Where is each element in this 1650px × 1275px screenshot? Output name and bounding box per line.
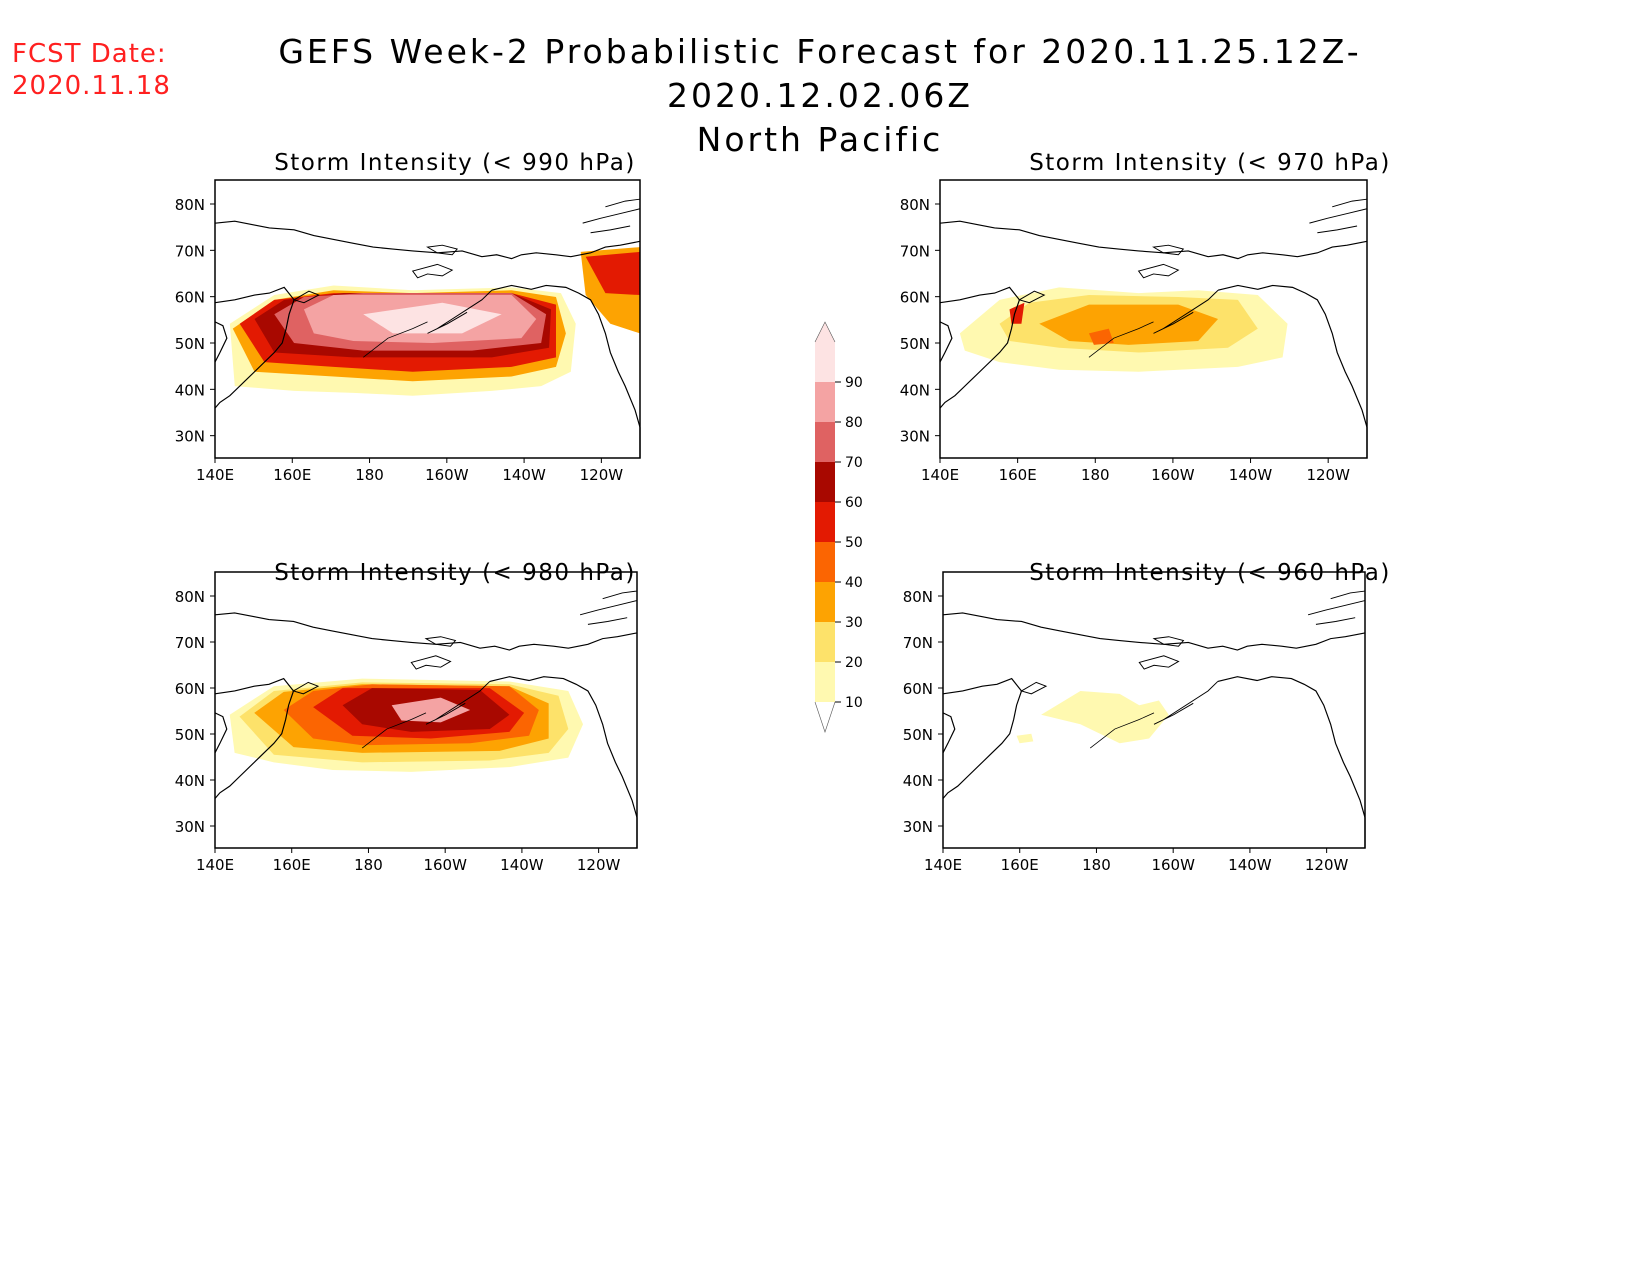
- map-panel-3: 80N 70N 60N 50N 40N 30N 140E 160E 180 160W 140W 120…: [903, 571, 1366, 874]
- lon-tick-label: 180: [354, 856, 383, 874]
- colorbar-label: 60: [845, 495, 863, 511]
- colorbar: 10 20 30 40 50 60 70 80 90: [814, 321, 863, 733]
- lat-tick-label: 40N: [900, 381, 930, 399]
- lat-tick-label: 60N: [175, 289, 205, 307]
- lat-tick-label: 30N: [903, 818, 933, 836]
- lat-tick-label: 40N: [175, 381, 205, 399]
- lat-tick-label: 30N: [175, 428, 205, 446]
- page-title: GEFS Week-2 Probabilistic Forecast for 2…: [150, 30, 1490, 162]
- lon-tick-label: 120W: [1305, 856, 1349, 874]
- map-frame: [942, 571, 1366, 849]
- lat-tick-label: 70N: [903, 634, 933, 652]
- colorbar-label: 80: [845, 415, 863, 431]
- lat-tick-label: 60N: [900, 289, 930, 307]
- panel-title-970: Storm Intensity (< 970 hPa): [1029, 150, 1391, 176]
- colorbar-label: 30: [845, 615, 863, 631]
- map-frame: [214, 179, 641, 459]
- lon-tick-label: 160W: [423, 856, 467, 874]
- lat-tick-label: 30N: [175, 818, 205, 836]
- lat-tick-label: 30N: [900, 428, 930, 446]
- probability-area: [1041, 690, 1169, 744]
- colorbar-segment: [815, 382, 835, 422]
- probability-area: [1016, 733, 1034, 744]
- fcst-label: FCST Date:: [12, 39, 167, 69]
- colorbar-segment: [815, 422, 835, 462]
- colorbar-segment: [815, 582, 835, 622]
- lon-tick-label: 160W: [425, 466, 469, 484]
- colorbar-label: 40: [845, 575, 863, 591]
- colorbar-label: 10: [845, 695, 863, 711]
- lon-tick-label: 140E: [196, 466, 234, 484]
- lat-tick-label: 40N: [903, 772, 933, 790]
- lat-tick-label: 40N: [175, 772, 205, 790]
- panel-title-960: Storm Intensity (< 960 hPa): [1029, 560, 1391, 586]
- colorbar-segment: [815, 542, 835, 582]
- lat-tick-label: 80N: [900, 196, 930, 214]
- panel-title-980: Storm Intensity (< 980 hPa): [274, 560, 636, 586]
- lon-tick-label: 160E: [273, 466, 311, 484]
- lon-tick-label: 120W: [577, 856, 621, 874]
- lon-tick-label: 140E: [196, 856, 234, 874]
- lat-tick-label: 70N: [900, 242, 930, 260]
- lon-tick-label: 140W: [1228, 856, 1272, 874]
- lon-tick-label: 140W: [502, 466, 546, 484]
- lon-tick-label: 180: [1082, 856, 1111, 874]
- lat-tick-label: 80N: [175, 196, 205, 214]
- lon-tick-label: 180: [1081, 466, 1110, 484]
- colorbar-segment: [815, 342, 835, 382]
- lon-tick-label: 160E: [273, 856, 311, 874]
- lat-tick-label: 80N: [175, 588, 205, 606]
- lon-tick-label: 160E: [999, 466, 1037, 484]
- fcst-date: 2020.11.18: [12, 71, 171, 101]
- lat-tick-label: 60N: [903, 680, 933, 698]
- colorbar-label: 90: [845, 375, 863, 391]
- probability-area: [1088, 328, 1114, 345]
- lon-tick-label: 160W: [1151, 466, 1195, 484]
- lon-tick-label: 160E: [1001, 856, 1039, 874]
- probability-area: [391, 697, 471, 723]
- colorbar-label: 20: [845, 655, 863, 671]
- lon-tick-label: 140E: [921, 466, 959, 484]
- lon-tick-label: 120W: [580, 466, 624, 484]
- lon-tick-label: 120W: [1306, 466, 1350, 484]
- lat-tick-label: 80N: [903, 588, 933, 606]
- map-panel-1: 80N 70N 60N 50N 40N 30N 140E 160E 180 160W 140W 120…: [900, 179, 1368, 484]
- probability-area: [585, 251, 640, 296]
- lat-tick-label: 70N: [175, 634, 205, 652]
- title-line2: North Pacific: [696, 120, 944, 159]
- lon-tick-label: 180: [355, 466, 384, 484]
- panel-title-990: Storm Intensity (< 990 hPa): [274, 150, 636, 176]
- colorbar-segment: [815, 662, 835, 702]
- colorbar-label: 70: [845, 455, 863, 471]
- title-line1: GEFS Week-2 Probabilistic Forecast for 2…: [278, 32, 1362, 115]
- map-panel-0: 80N 70N 60N 50N 40N 30N 140E 160E 180 160W 140W 120…: [175, 179, 641, 484]
- lon-tick-label: 140E: [924, 856, 962, 874]
- colorbar-label: 50: [845, 535, 863, 551]
- colorbar-segment: [815, 622, 835, 662]
- lat-tick-label: 50N: [903, 726, 933, 744]
- lon-tick-label: 160W: [1151, 856, 1195, 874]
- colorbar-segment: [815, 502, 835, 542]
- lat-tick-label: 50N: [175, 726, 205, 744]
- lon-tick-label: 140W: [1229, 466, 1273, 484]
- map-frame: [214, 571, 638, 849]
- map-frame: [939, 179, 1368, 459]
- lat-tick-label: 50N: [175, 335, 205, 353]
- forecast-date-label: FCST Date: 2020.11.18: [12, 38, 171, 102]
- lat-tick-label: 50N: [900, 335, 930, 353]
- probability-area: [1039, 304, 1219, 345]
- lat-tick-label: 60N: [175, 680, 205, 698]
- colorbar-segment: [815, 462, 835, 502]
- lat-tick-label: 70N: [175, 242, 205, 260]
- probability-area: [363, 302, 502, 334]
- map-panel-2: 80N 70N 60N 50N 40N 30N 140E 160E 180 160W 140W 120…: [175, 571, 638, 874]
- lon-tick-label: 140W: [500, 856, 544, 874]
